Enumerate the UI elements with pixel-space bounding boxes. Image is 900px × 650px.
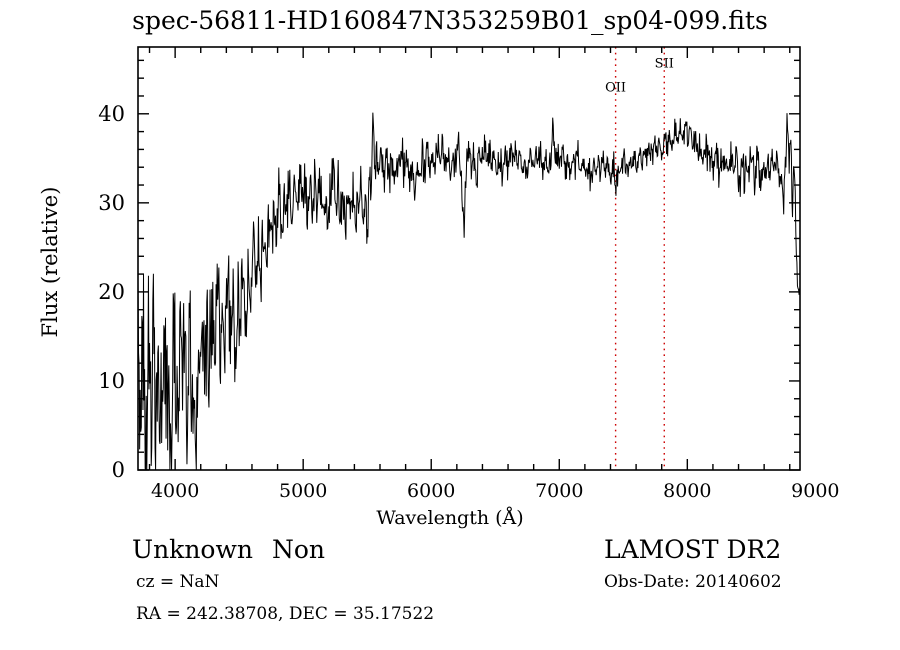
x-tick-label: 5000 — [279, 480, 327, 502]
x-tick-label: 8000 — [663, 480, 711, 502]
x-tick-label: 9000 — [791, 480, 839, 502]
coordinates: RA = 242.38708, DEC = 35.17522 — [136, 604, 435, 624]
plot-frame — [137, 46, 801, 471]
page-title: spec-56811-HD160847N353259B01_sp04-099.f… — [132, 6, 768, 35]
line-label-oii: OII — [605, 81, 626, 96]
redshift-cz: cz = NaN — [136, 572, 220, 592]
y-tick-label: 0 — [112, 458, 125, 482]
object-name: Unknown — [132, 535, 253, 564]
x-tick-label: 4000 — [151, 480, 199, 502]
survey-label: LAMOST DR2 — [604, 535, 782, 564]
x-tick-label: 7000 — [535, 480, 583, 502]
y-tick-label: 20 — [98, 280, 125, 304]
object-class: Non — [272, 535, 326, 564]
y-tick-label: 40 — [98, 102, 125, 126]
x-axis-title: Wavelength (Å) — [376, 507, 524, 529]
spectrum-trace — [137, 112, 801, 470]
x-tick-label: 6000 — [407, 480, 455, 502]
y-axis-title: Flux (relative) — [38, 186, 62, 338]
y-tick-label: 30 — [98, 191, 125, 215]
line-label-sii: SII — [655, 56, 674, 71]
observation-date: Obs-Date: 20140602 — [604, 572, 782, 592]
y-tick-label: 10 — [98, 369, 125, 393]
